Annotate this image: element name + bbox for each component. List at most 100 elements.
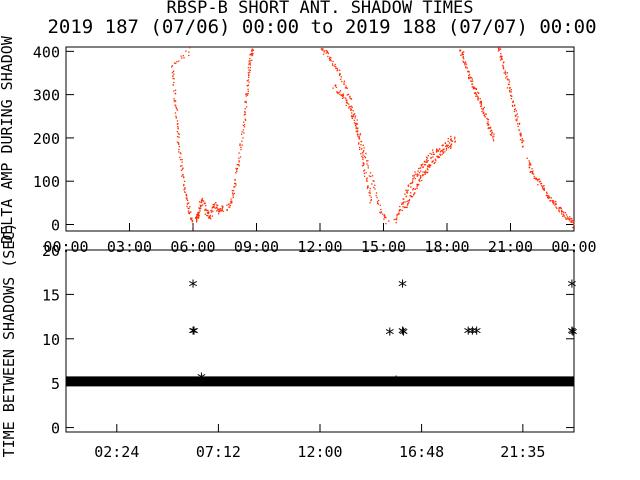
top-data-point (363, 163, 365, 165)
top-data-point (246, 80, 248, 82)
bottom-y-tick-label: 10 (42, 331, 60, 349)
top-data-point (249, 54, 251, 56)
top-data-point (321, 48, 323, 50)
bottom-data-point: * (463, 324, 474, 345)
top-data-point (367, 167, 369, 169)
top-data-point (210, 209, 212, 212)
top-data-point (433, 153, 435, 156)
top-data-point (171, 66, 173, 68)
top-data-point (373, 180, 375, 182)
top-data-point (363, 150, 365, 152)
top-data-point (342, 94, 344, 97)
top-data-point (425, 161, 427, 163)
top-data-point (487, 118, 490, 121)
top-data-point (185, 197, 187, 199)
bottom-scatter-points: ********* ****** (66, 277, 578, 393)
top-data-point (346, 94, 348, 96)
top-data-point (379, 211, 381, 213)
top-data-point (358, 142, 360, 144)
top-data-point (468, 73, 471, 76)
top-x-tick-label: 21:00 (488, 238, 533, 256)
top-data-point (354, 124, 357, 127)
top-data-point (425, 159, 428, 161)
top-data-point (504, 71, 507, 74)
top-data-point (507, 83, 510, 86)
top-data-point (559, 206, 561, 209)
top-data-point (410, 195, 412, 197)
top-data-point (514, 108, 516, 110)
top-data-point (488, 124, 490, 126)
top-data-point (487, 127, 489, 130)
top-data-point (407, 203, 409, 205)
top-data-point (355, 130, 357, 132)
top-data-point (358, 143, 360, 145)
top-data-point (172, 84, 174, 86)
top-data-point (350, 115, 353, 117)
top-data-point (416, 173, 419, 175)
top-data-point (214, 207, 216, 209)
top-data-point (210, 218, 212, 220)
top-data-point (204, 213, 207, 215)
top-data-point (197, 212, 200, 214)
top-data-point (177, 128, 179, 130)
top-data-point (498, 48, 500, 50)
top-data-point (355, 122, 358, 125)
top-data-point (191, 217, 193, 219)
top-data-point (361, 165, 364, 167)
top-data-point (329, 56, 331, 58)
top-data-point (468, 77, 470, 80)
top-data-point (205, 205, 207, 207)
top-data-point (396, 215, 398, 217)
top-data-point (240, 146, 242, 148)
top-data-point (175, 117, 177, 119)
top-data-point (234, 179, 236, 181)
top-data-point (554, 204, 556, 206)
top-data-point (198, 207, 200, 209)
top-data-point (375, 194, 377, 197)
top-data-point (450, 138, 452, 141)
top-data-point (497, 50, 500, 52)
top-data-point (422, 171, 424, 173)
top-data-point (415, 173, 417, 175)
top-data-point (208, 217, 210, 219)
top-data-point (480, 101, 482, 103)
top-data-point (250, 53, 252, 56)
top-data-point (420, 164, 423, 166)
top-data-point (347, 93, 350, 96)
top-data-point (182, 55, 185, 57)
top-data-point (552, 201, 555, 204)
top-data-point (367, 165, 369, 167)
top-data-point (429, 152, 431, 155)
top-data-point (343, 97, 345, 99)
top-data-point (510, 98, 513, 100)
top-data-point (531, 172, 534, 174)
top-data-point (549, 197, 551, 199)
top-data-point (246, 94, 249, 96)
top-data-point (445, 145, 447, 147)
top-data-point (231, 192, 234, 194)
top-data-point (247, 79, 250, 81)
top-data-point (204, 202, 206, 204)
top-data-point (222, 210, 224, 213)
top-data-point (480, 100, 482, 102)
top-data-point (370, 199, 372, 202)
top-data-point (197, 215, 199, 217)
top-data-point (518, 123, 521, 125)
top-data-point (549, 200, 551, 202)
top-data-point (180, 153, 182, 155)
top-data-point (177, 125, 179, 128)
top-data-point (422, 174, 424, 176)
top-data-point (190, 211, 192, 213)
top-data-point (195, 218, 198, 220)
top-data-point (204, 209, 206, 211)
top-data-point (333, 65, 336, 67)
top-data-point (230, 200, 232, 202)
top-data-point (188, 207, 190, 210)
top-data-point (209, 216, 211, 218)
top-data-point (185, 193, 187, 196)
top-data-point (528, 160, 530, 162)
top-data-point (547, 195, 549, 197)
top-data-point (373, 186, 375, 189)
top-data-point (420, 176, 422, 178)
top-data-point (435, 150, 438, 152)
